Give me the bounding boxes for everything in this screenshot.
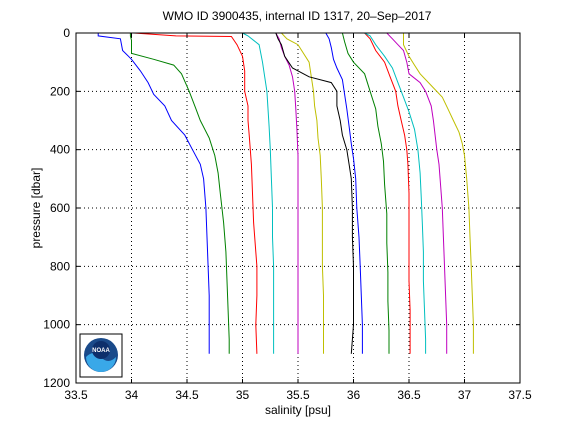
y-tick-label: 0 — [63, 26, 70, 40]
x-tick-label: 35.5 — [286, 388, 310, 402]
profile-line-1 — [97, 33, 210, 354]
profile-line-9 — [341, 32, 390, 354]
y-tick-label: 400 — [50, 143, 70, 157]
profile-line-4 — [242, 32, 275, 354]
x-tick-label: 36 — [347, 388, 361, 402]
x-tick-label: 37 — [458, 388, 472, 402]
y-tick-label: 600 — [50, 201, 70, 215]
x-tick-labels: 33.5 34 34.5 35 35.5 36 36.5 37 37.5 — [64, 388, 532, 402]
profile-line-6 — [281, 32, 324, 354]
x-tick-label: 37.5 — [508, 388, 532, 402]
y-tick-label: 1200 — [43, 376, 70, 390]
x-axis-label: salinity [psu] — [265, 403, 331, 417]
profile-line-12 — [386, 32, 448, 354]
x-tick-label: 35 — [236, 388, 250, 402]
profile-line-10 — [364, 32, 411, 354]
noaa-logo: NOAA — [79, 333, 123, 378]
profile-line-7 — [275, 32, 354, 354]
chart-title: WMO ID 3900435, internal ID 1317, 20–Sep… — [163, 9, 432, 23]
y-tick-label: 200 — [50, 84, 70, 98]
y-tick-labels: 0 200 400 600 800 1000 1200 — [43, 26, 70, 390]
profile-line-8 — [325, 32, 363, 354]
x-tick-label: 36.5 — [397, 388, 421, 402]
series-layer — [97, 32, 474, 354]
x-tick-label: 34.5 — [175, 388, 199, 402]
logo-wave — [86, 353, 116, 372]
y-axis-label: pressure [dbar] — [29, 168, 43, 249]
profile-line-13 — [403, 33, 474, 354]
y-tick-label: 800 — [50, 259, 70, 273]
profile-line-11 — [364, 32, 427, 354]
profile-line-2 — [129, 33, 230, 354]
y-tick-label: 1000 — [43, 318, 70, 332]
x-tick-label: 34 — [125, 388, 139, 402]
x-tick-label: 33.5 — [64, 388, 88, 402]
ticks — [75, 32, 521, 384]
logo-text: NOAA — [92, 348, 110, 354]
profile-line-3 — [133, 32, 258, 354]
logo-bird-circle — [92, 341, 110, 359]
